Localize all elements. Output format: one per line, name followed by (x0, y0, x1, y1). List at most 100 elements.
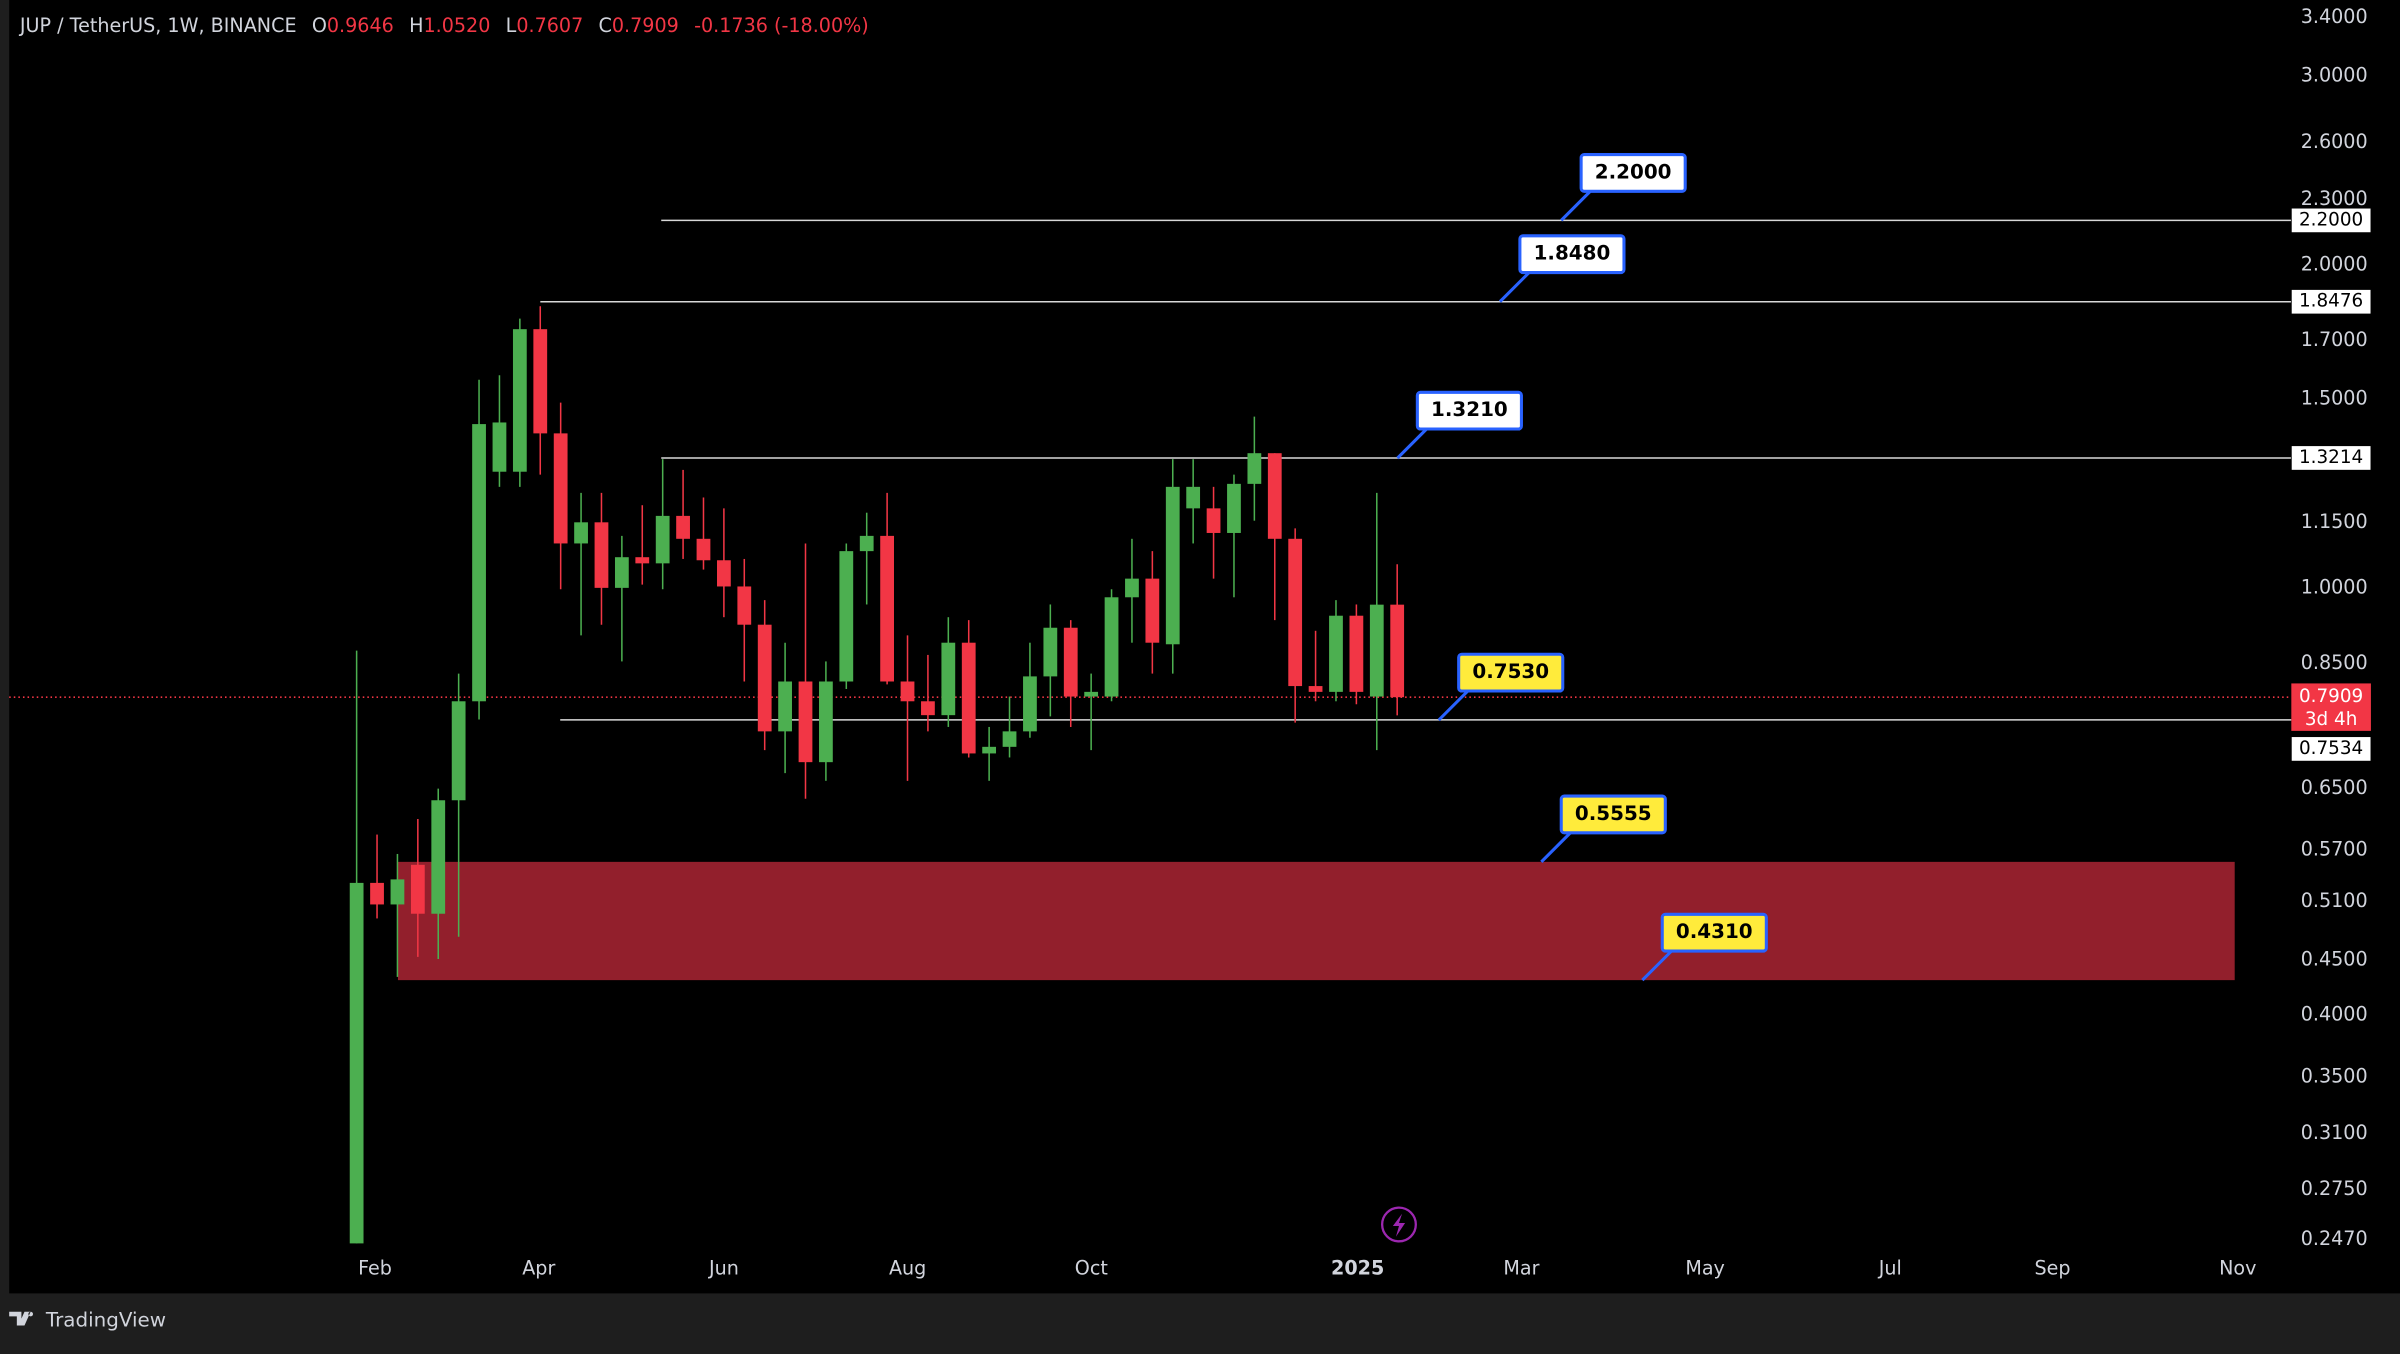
x-tick-label: Mar (1503, 1256, 1539, 1279)
price-tag (2290, 445, 2372, 471)
x-tick-label: Feb (358, 1256, 392, 1279)
x-tick-label: Jun (708, 1256, 739, 1279)
candle-body (1267, 453, 1282, 539)
candle-body (1329, 615, 1343, 692)
candle-body (757, 624, 772, 732)
candle-body (1043, 627, 1058, 677)
x-tick-label: Oct (1075, 1256, 1109, 1279)
callout-pointer (1396, 426, 1430, 460)
candle-body (614, 557, 629, 588)
y-tick-label: 1.7000 (2301, 328, 2368, 351)
candle-body (921, 701, 935, 716)
candle-body (594, 522, 609, 588)
lightning-glyph (1392, 1213, 1406, 1237)
ohlc-value: 0.9646 (327, 14, 394, 37)
callout-box (1579, 153, 1687, 193)
callout-pointer (1498, 269, 1532, 303)
x-tick-label: Jul (1878, 1256, 1902, 1279)
zone (397, 861, 2235, 981)
y-tick-label: 0.4000 (2301, 1002, 2368, 1025)
candle-body (1206, 508, 1221, 533)
brand: TradingView (45, 1308, 166, 1331)
candle-body (900, 681, 915, 702)
candle-body (1288, 538, 1303, 687)
y-tick-label: 1.0000 (2301, 575, 2368, 598)
ohlc-key: C (599, 14, 612, 37)
candle-body (961, 642, 976, 754)
candle-body (880, 535, 894, 682)
candle-body (1084, 691, 1099, 697)
candle-body (553, 433, 568, 544)
candle-body (1227, 483, 1241, 533)
y-tick-label: 2.3000 (2301, 187, 2368, 210)
lightning-icon[interactable] (1380, 1206, 1417, 1243)
x-tick-label: Aug (889, 1256, 926, 1279)
price-tag (2290, 736, 2372, 762)
callout-box (1457, 652, 1565, 693)
candle-body (1186, 486, 1201, 509)
callout-label: 1.3210 (1431, 398, 1508, 421)
callout-box (1518, 234, 1626, 275)
candle-body (1104, 597, 1119, 697)
y-tick-label: 0.2750 (2301, 1177, 2368, 1200)
x-tick-label: Nov (2219, 1256, 2256, 1279)
candle-body (410, 864, 425, 914)
y-tick-label: 0.5100 (2301, 889, 2368, 912)
callout-label: 0.7530 (1472, 660, 1549, 683)
price-tag (2290, 289, 2372, 315)
candle-body (1002, 731, 1017, 747)
y-tick-label: 0.6500 (2301, 776, 2368, 799)
callout-pointer (1560, 188, 1593, 222)
candle-body (717, 560, 731, 587)
candle-body (390, 879, 405, 905)
x-tick-label: 2025 (1331, 1256, 1384, 1279)
x-tick-label: Apr (522, 1256, 555, 1279)
candle-body (1145, 578, 1160, 643)
candle-body (1390, 604, 1405, 698)
symbol-title: JUP / TetherUS, 1W, BINANCE (19, 14, 297, 37)
candle-body (696, 538, 711, 561)
candle-body (941, 642, 956, 716)
candle-body (819, 681, 833, 763)
candle-body (859, 535, 874, 552)
price-tag (2290, 207, 2372, 234)
callout-pointer (1540, 830, 1574, 863)
y-tick-label: 2.6000 (2301, 130, 2368, 153)
y-tick-label: 0.3100 (2301, 1121, 2368, 1144)
candle-body (1308, 686, 1323, 692)
candle-body (778, 681, 792, 732)
y-tick-label: 1.5000 (2301, 386, 2368, 409)
candle-body (431, 800, 446, 914)
candle-body (1063, 627, 1078, 697)
change: -0.1736 (-18.00%) (694, 14, 869, 37)
candle-body (1349, 615, 1364, 692)
candle-body (798, 681, 813, 763)
candle-body (492, 422, 507, 472)
price-tag-label: 0.7534 (2299, 738, 2363, 759)
candle-body (1165, 486, 1180, 645)
brand-logo (9, 1311, 33, 1326)
last-price-label: 0.7909 (2299, 686, 2363, 707)
candle-body (982, 746, 997, 754)
price-tag-label: 1.8476 (2299, 291, 2363, 312)
callout-label: 1.8480 (1534, 242, 1611, 265)
candle-body (839, 551, 854, 682)
y-tick-label: 0.8500 (2301, 651, 2368, 674)
price-tag-label: 1.3214 (2299, 447, 2363, 468)
price-tag-label: 2.2000 (2299, 209, 2363, 230)
y-tick-label: 0.3500 (2301, 1065, 2368, 1088)
last-price-tag (2291, 683, 2371, 731)
ohlc-key: L (506, 14, 517, 37)
y-tick-label: 2.0000 (2301, 252, 2368, 275)
callout-label: 0.4310 (1676, 920, 1753, 943)
candle-body (676, 515, 690, 539)
callout-pointer (1641, 948, 1675, 982)
candle-body (655, 515, 670, 564)
y-tick-label: 0.5700 (2301, 837, 2368, 860)
candle-body (574, 522, 588, 544)
plot-background (9, 0, 2400, 1294)
candle-body (370, 882, 384, 905)
y-tick-label: 1.1500 (2301, 510, 2368, 533)
